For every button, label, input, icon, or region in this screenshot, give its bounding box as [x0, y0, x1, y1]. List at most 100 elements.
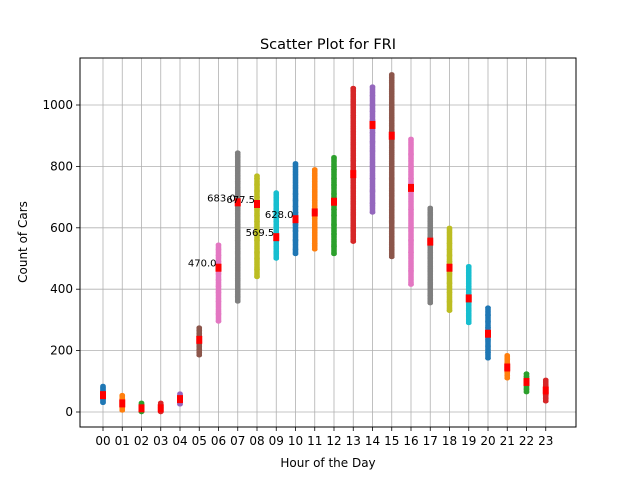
scatter-point: [292, 228, 299, 234]
scatter-point: [273, 213, 280, 218]
series-hour-14: [369, 84, 376, 215]
scatter-point: [331, 154, 337, 160]
scatter-point: [311, 228, 318, 234]
scatter-point: [388, 102, 395, 108]
series-hour-07: [234, 150, 241, 304]
series-hour-10: [292, 161, 299, 257]
plot-frame: [79, 57, 577, 428]
scatter-point: [196, 353, 203, 358]
scatter-point: [254, 207, 260, 212]
median-marker-08: [254, 200, 260, 209]
y-tick-label: 1000: [42, 98, 73, 112]
scatter-point: [215, 283, 222, 289]
scatter-point: [234, 173, 241, 178]
scatter-point: [331, 251, 337, 257]
scatter-point: [273, 207, 280, 212]
scatter-point: [465, 308, 472, 313]
scatter-point: [408, 268, 414, 273]
scatter-point: [408, 225, 414, 230]
scatter-point: [292, 161, 299, 166]
points-layer: [100, 72, 549, 415]
median-marker-04: [177, 395, 183, 404]
x-tick-label: 22: [519, 434, 534, 448]
scatter-point: [446, 280, 453, 286]
scatter-point: [542, 395, 549, 401]
scatter-point: [138, 400, 145, 405]
scatter-point: [408, 250, 414, 255]
scatter-point: [408, 176, 414, 181]
scatter-point: [331, 244, 337, 249]
scatter-point: [485, 305, 491, 310]
scatter-point: [234, 191, 241, 197]
scatter-point: [292, 191, 299, 197]
x-axis-label: Hour of the Day: [280, 456, 375, 470]
median-marker-00: [100, 391, 106, 400]
scatter-point: [408, 164, 414, 169]
median-marker-15: [388, 131, 395, 140]
scatter-point: [215, 277, 222, 283]
scatter-point: [311, 191, 318, 197]
scatter-point: [369, 176, 376, 181]
series-hour-13: [350, 85, 357, 244]
scatter-point: [369, 108, 376, 114]
scatter-point: [350, 239, 357, 244]
scatter-point: [273, 250, 280, 255]
scatter-point: [177, 391, 183, 396]
scatter-point: [234, 228, 241, 234]
scatter-point: [311, 185, 318, 191]
scatter-point: [254, 274, 260, 280]
scatter-point: [542, 399, 549, 404]
scatter-point: [369, 201, 376, 206]
x-tick-label: 08: [249, 434, 264, 448]
median-marker-07: [234, 198, 241, 207]
scatter-point: [292, 197, 299, 203]
scatter-point: [215, 319, 222, 324]
scatter-point: [446, 247, 453, 252]
scatter-point: [234, 150, 241, 155]
scatter-point: [100, 383, 106, 389]
scatter-point: [504, 357, 511, 363]
scatter-point: [485, 337, 491, 343]
scatter-point: [311, 167, 318, 172]
scatter-point: [331, 191, 337, 197]
median-marker-06: [215, 263, 222, 272]
scatter-point: [234, 167, 241, 172]
scatter-point: [427, 300, 434, 306]
scatter-point: [369, 148, 376, 154]
scatter-point: [292, 237, 299, 243]
scatter-point: [350, 201, 357, 206]
scatter-point: [331, 176, 337, 181]
scatter-point: [446, 290, 453, 295]
scatter-point: [331, 207, 337, 212]
series-hour-17: [427, 205, 434, 306]
x-tick-label: 00: [95, 434, 110, 448]
scatter-point: [388, 219, 395, 224]
median-marker-16: [408, 183, 414, 192]
scatter-point: [254, 250, 260, 255]
scatter-point: [504, 376, 511, 381]
scatter-point: [196, 343, 203, 349]
x-tick-label: 11: [307, 434, 322, 448]
scatter-point: [388, 176, 395, 181]
scatter-point: [388, 115, 395, 120]
x-tick-label: 23: [538, 434, 553, 448]
scatter-point: [427, 225, 434, 230]
series-hour-08: [254, 173, 260, 280]
scatter-point: [465, 320, 472, 326]
scatter-point: [465, 302, 472, 307]
scatter-point: [446, 271, 453, 277]
scatter-point: [388, 127, 395, 132]
scatter-point: [465, 271, 472, 277]
scatter-point: [215, 311, 222, 316]
y-tick-layer: 0 200 400 600 800 1000: [42, 98, 80, 419]
scatter-point: [485, 343, 491, 349]
scatter-point: [465, 283, 472, 289]
scatter-point: [292, 222, 299, 227]
scatter-point: [408, 282, 414, 287]
scatter-point: [196, 346, 203, 352]
scatter-point: [254, 173, 260, 178]
scatter-point: [369, 130, 376, 135]
scatter-point: [215, 259, 222, 264]
median-marker-20: [485, 329, 491, 338]
scatter-point: [254, 237, 260, 243]
